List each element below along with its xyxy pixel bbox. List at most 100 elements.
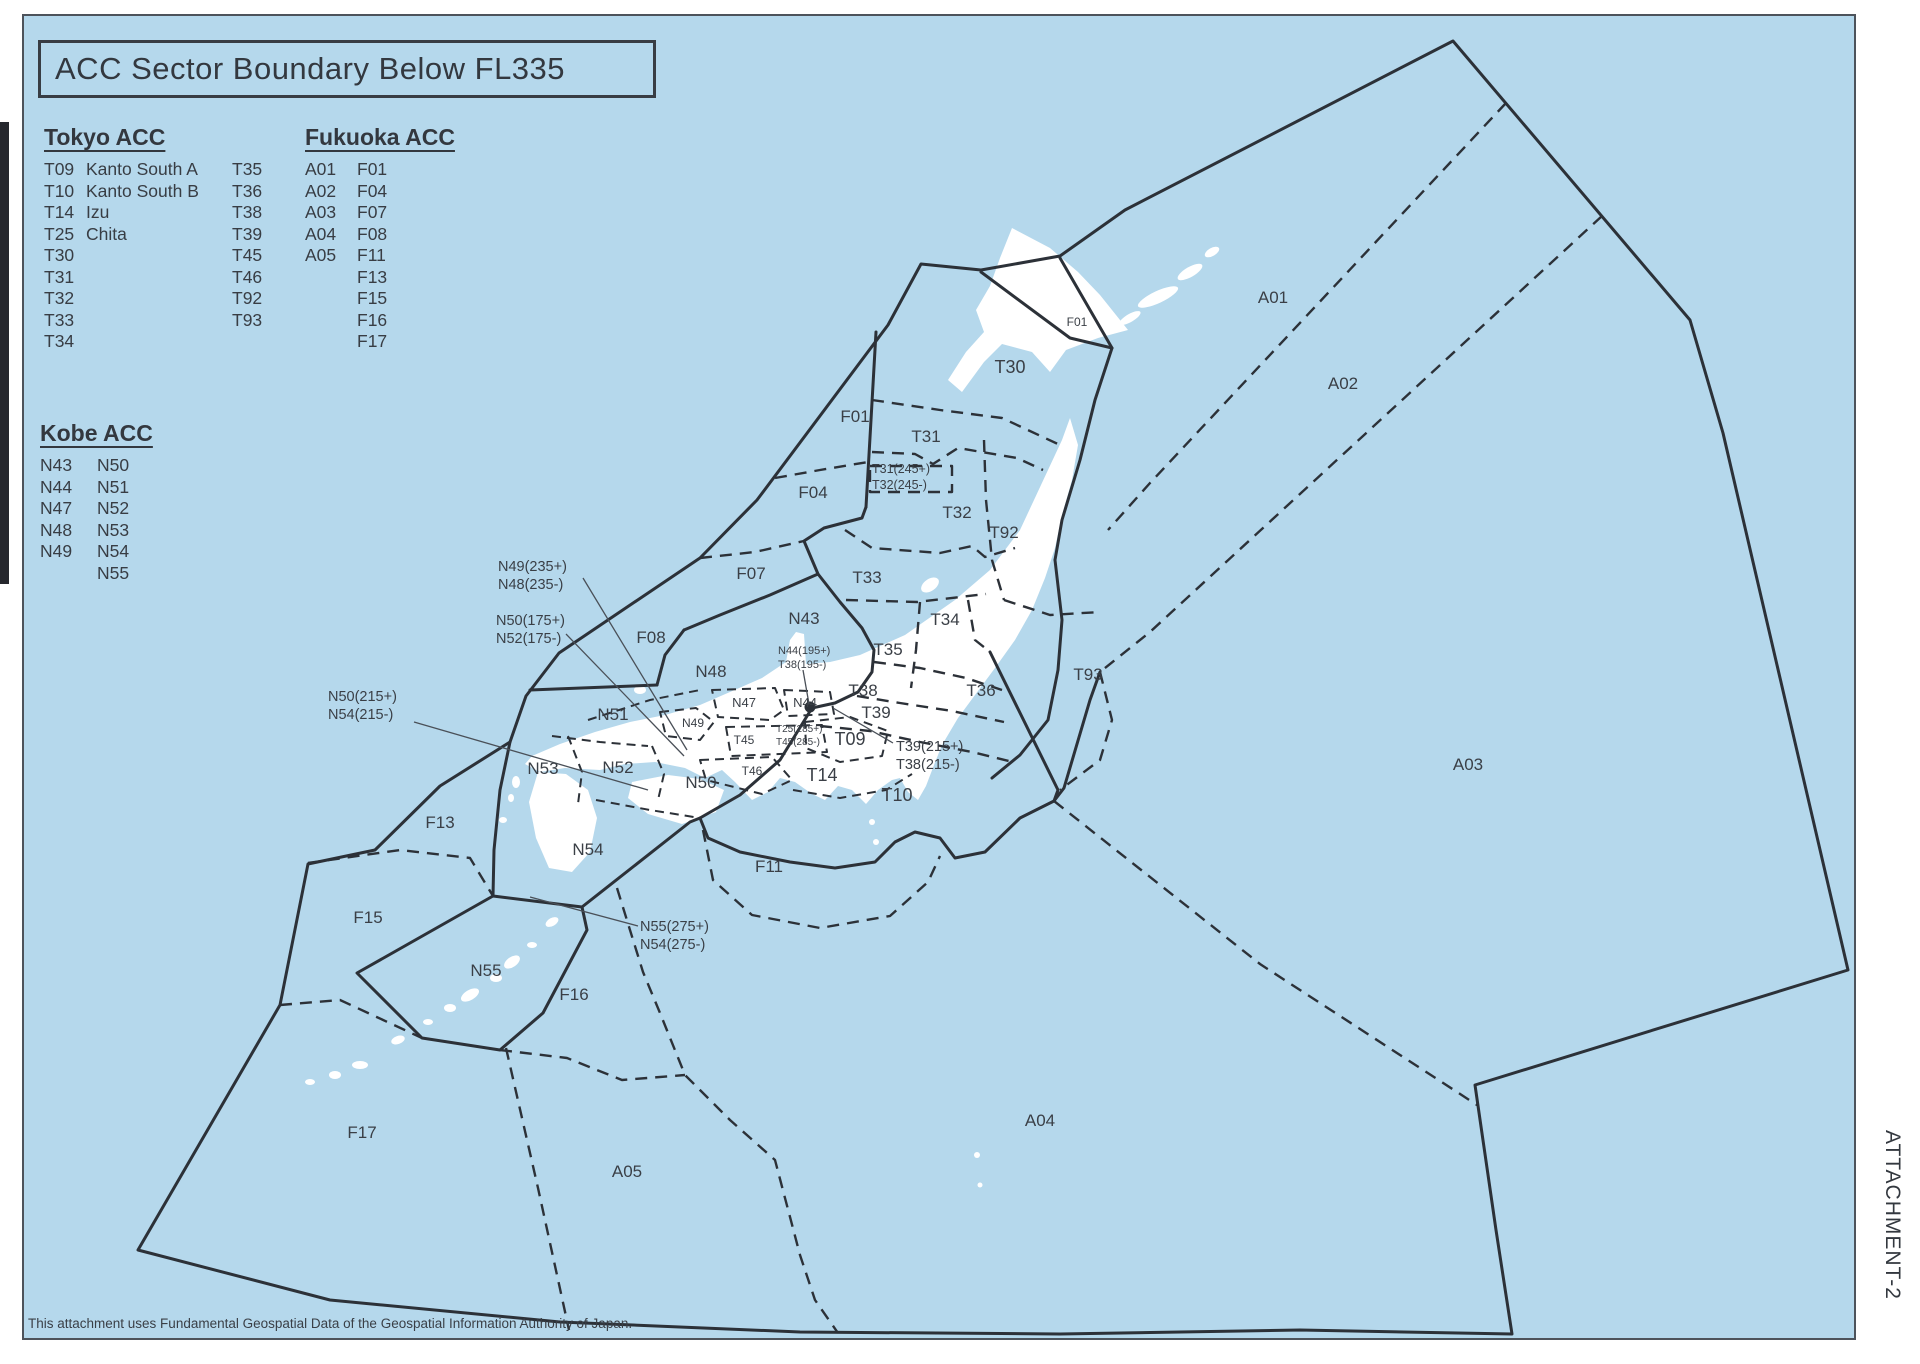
- legend-entry: T39: [232, 223, 263, 244]
- legend-entry: T92: [232, 288, 263, 308]
- sector-label: T32: [942, 502, 972, 522]
- legend-entry: T38: [232, 202, 263, 222]
- sector-label: N51: [597, 704, 629, 724]
- sector-label: N52: [602, 757, 634, 777]
- legend-tokyo: Tokyo ACC T09 Kanto South A T10 Kanto South…: [44, 124, 262, 353]
- sector-label: F15: [353, 907, 383, 927]
- legend-entry: N52: [97, 498, 130, 518]
- legend-entry: N47: [40, 498, 73, 518]
- legend-entry: T25 Chita: [44, 223, 127, 244]
- map-area: [22, 14, 1856, 1340]
- sector-label: T38: [848, 680, 878, 700]
- legend-entry: N44: [40, 476, 73, 497]
- legend-tokyo-heading: Tokyo ACC: [44, 124, 166, 150]
- legend-entry: T34: [44, 331, 75, 351]
- legend-entry: T14 Izu: [44, 202, 110, 222]
- legend-entry: T10 Kanto South B: [44, 180, 199, 201]
- map-title: ACC Sector Boundary Below FL335: [55, 51, 566, 86]
- sector-label: F07: [736, 563, 766, 583]
- legend-entry: A05: [305, 245, 337, 265]
- legend-entry: T36: [232, 180, 263, 201]
- legend-fukuoka-heading: Fukuoka ACC: [305, 124, 455, 150]
- sector-label: F17: [347, 1122, 377, 1142]
- legend-entry: N43: [40, 455, 73, 475]
- legend-entry: N50: [97, 455, 130, 475]
- sector-label: F01: [1066, 314, 1088, 329]
- sector-label: T45: [733, 732, 755, 747]
- legend-kobe-col1: N43 N44 N47 N48 N49: [40, 455, 97, 584]
- legend-entry: N55: [97, 562, 130, 583]
- sector-label: F16: [559, 984, 589, 1004]
- sector-label: A03: [1452, 754, 1484, 774]
- legend-kobe: Kobe ACC N43 N44 N47 N48 N49 N50 N51 N52 N53 N54…: [40, 420, 153, 584]
- sector-label: A02: [1327, 373, 1359, 393]
- legend-tokyo-col2: T35 T36 T38 T39 T45 T46 T92 T93: [232, 159, 262, 353]
- sector-label: F01: [840, 406, 870, 426]
- legend-entry: F11: [357, 245, 386, 265]
- sector-label: F11: [754, 856, 784, 876]
- level-split-annotation: N49(235+) N48(235-): [498, 559, 567, 594]
- sector-label: N54: [572, 839, 604, 859]
- legend-entry: N54: [97, 541, 130, 561]
- sector-label: A01: [1257, 287, 1289, 307]
- legend-entry: T46: [232, 266, 263, 287]
- sector-label: T36: [966, 680, 996, 700]
- legend-entry: F01: [357, 159, 388, 179]
- sector-label: T30: [994, 357, 1026, 378]
- sector-label: N44: [793, 695, 817, 711]
- level-split-annotation: T39(215+) T38(215-): [896, 739, 964, 774]
- sector-label: N53: [527, 758, 559, 778]
- level-split-annotation: N50(215+) N54(215-): [328, 689, 397, 724]
- legend-entry: F17: [357, 331, 388, 351]
- legend-entry: F07: [357, 202, 388, 222]
- sector-label: T09: [834, 729, 866, 750]
- attachment-label: ATTACHMENT-2: [1881, 1130, 1904, 1300]
- legend-entry: F08: [357, 223, 388, 244]
- level-split-annotation: T25(285+) T45(285-): [776, 724, 823, 748]
- legend-entry: F16: [357, 309, 388, 330]
- legend-entry: T33: [44, 309, 75, 330]
- legend-entry: A02: [305, 180, 337, 201]
- legend-entry: A04: [305, 223, 337, 244]
- sector-label: N50: [685, 772, 717, 792]
- level-split-annotation: N55(275+) N54(275-): [640, 919, 709, 954]
- attribution-text: This attachment uses Fundamental Geospat…: [28, 1316, 633, 1331]
- sector-label: F13: [425, 812, 455, 832]
- legend-entry: F15: [357, 288, 388, 308]
- map-title-box: ACC Sector Boundary Below FL335: [38, 40, 656, 98]
- legend-tokyo-col1: T09 Kanto South A T10 Kanto South B T14 Izu T2…: [44, 159, 232, 353]
- sector-label: N47: [732, 695, 756, 711]
- legend-entry: T31: [44, 266, 75, 287]
- sector-label: T93: [1073, 664, 1103, 684]
- legend-entry: T35: [232, 159, 263, 179]
- sector-label: A04: [1024, 1110, 1056, 1130]
- sector-label: N55: [470, 960, 502, 980]
- legend-entry: A01: [305, 159, 337, 179]
- sector-label: N49: [681, 715, 705, 730]
- legend-entry: F13: [357, 266, 388, 287]
- sector-label: N43: [788, 608, 820, 628]
- legend-entry: T09 Kanto South A: [44, 159, 198, 179]
- legend-entry: N53: [97, 519, 130, 540]
- legend-entry: T45: [232, 245, 263, 265]
- legend-entry: T93: [232, 309, 263, 330]
- sector-label: T92: [989, 522, 1019, 542]
- legend-entry: N51: [97, 476, 130, 497]
- legend-fukuoka-col2: F01 F04 F07 F08 F11 F13 F15 F16 F17: [357, 159, 387, 353]
- legend-kobe-col2: N50 N51 N52 N53 N54 N55: [97, 455, 129, 584]
- legend-kobe-heading: Kobe ACC: [40, 420, 153, 446]
- sector-label: A05: [611, 1161, 643, 1181]
- sector-label: T34: [930, 609, 960, 629]
- legend-entry: T32: [44, 288, 75, 308]
- legend-entry: A03: [305, 202, 337, 222]
- legend-entry: N48: [40, 519, 73, 540]
- level-split-annotation: T31(245+) T32(245-): [872, 462, 931, 492]
- scan-artifact-bar: [0, 122, 9, 584]
- sector-label: T10: [881, 785, 913, 806]
- sector-label: F08: [636, 627, 666, 647]
- legend-fukuoka-col1: A01 A02 A03 A04 A05: [305, 159, 357, 353]
- sector-label: T14: [806, 765, 838, 786]
- sector-label: T46: [741, 763, 763, 778]
- level-split-annotation: N50(175+) N52(175-): [496, 613, 565, 648]
